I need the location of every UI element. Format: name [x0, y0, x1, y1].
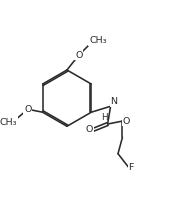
Text: CH₃: CH₃	[89, 36, 107, 45]
Text: H: H	[101, 113, 108, 122]
Text: O: O	[122, 117, 130, 126]
Text: O: O	[85, 125, 93, 135]
Text: O: O	[24, 105, 31, 114]
Text: CH₃: CH₃	[0, 118, 17, 127]
Text: O: O	[75, 51, 83, 60]
Text: N: N	[111, 97, 118, 106]
Text: F: F	[128, 163, 134, 171]
